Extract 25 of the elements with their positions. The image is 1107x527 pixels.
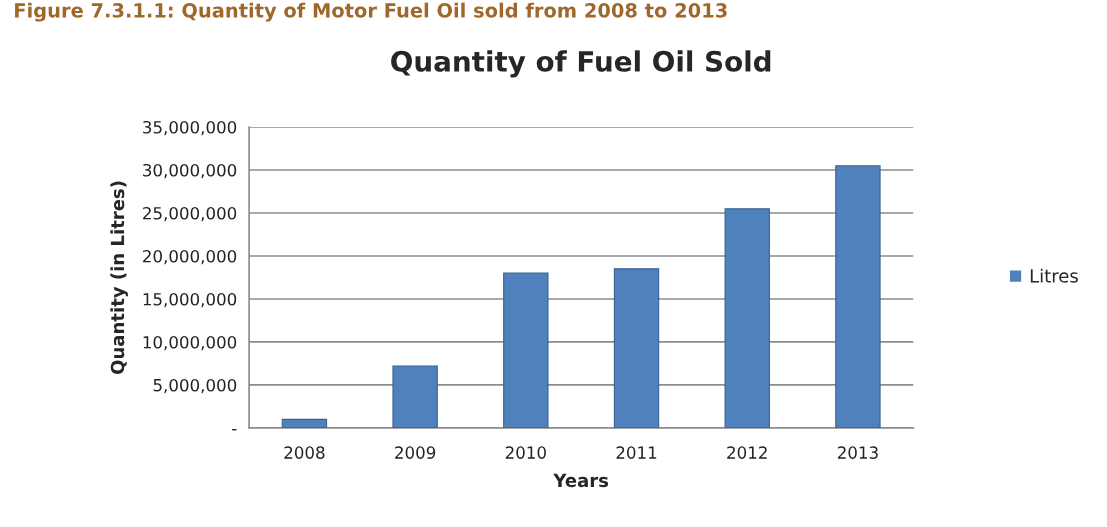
- y-tick-label: 20,000,000: [143, 249, 237, 265]
- x-tick-label: 2008: [284, 446, 325, 459]
- y-tick-label: 30,000,000: [143, 163, 237, 179]
- y-tick-label: 25,000,000: [143, 206, 237, 222]
- bar: [281, 418, 328, 428]
- y-tick-label: -: [232, 429, 237, 431]
- y-tick-label: 35,000,000: [143, 120, 237, 136]
- x-axis-title: Years: [553, 473, 609, 488]
- x-tick-label: 2012: [727, 446, 767, 459]
- bar: [835, 165, 881, 428]
- bar: [392, 365, 438, 428]
- x-tick-label: 2010: [505, 446, 546, 459]
- bar: [613, 268, 660, 428]
- y-tick-label: 15,000,000: [143, 292, 237, 308]
- legend-label: Litres: [1030, 268, 1078, 283]
- bar: [503, 272, 549, 428]
- y-axis-title: Quantity (in Litres): [110, 181, 128, 374]
- x-tick-label: 2009: [395, 446, 436, 459]
- x-tick-label: 2013: [837, 446, 878, 459]
- x-tick-label: 2011: [616, 446, 657, 459]
- bar: [724, 208, 770, 428]
- y-tick-label: 5,000,000: [153, 378, 237, 394]
- y-tick-label: 10,000,000: [143, 335, 237, 351]
- caption: Figure 7.3.1.1: Quantity of Motor Fuel Oil sold from 2008 to 2013: [15, 2, 727, 22]
- chart-title: Quantity of Fuel Oil Sold: [391, 50, 771, 78]
